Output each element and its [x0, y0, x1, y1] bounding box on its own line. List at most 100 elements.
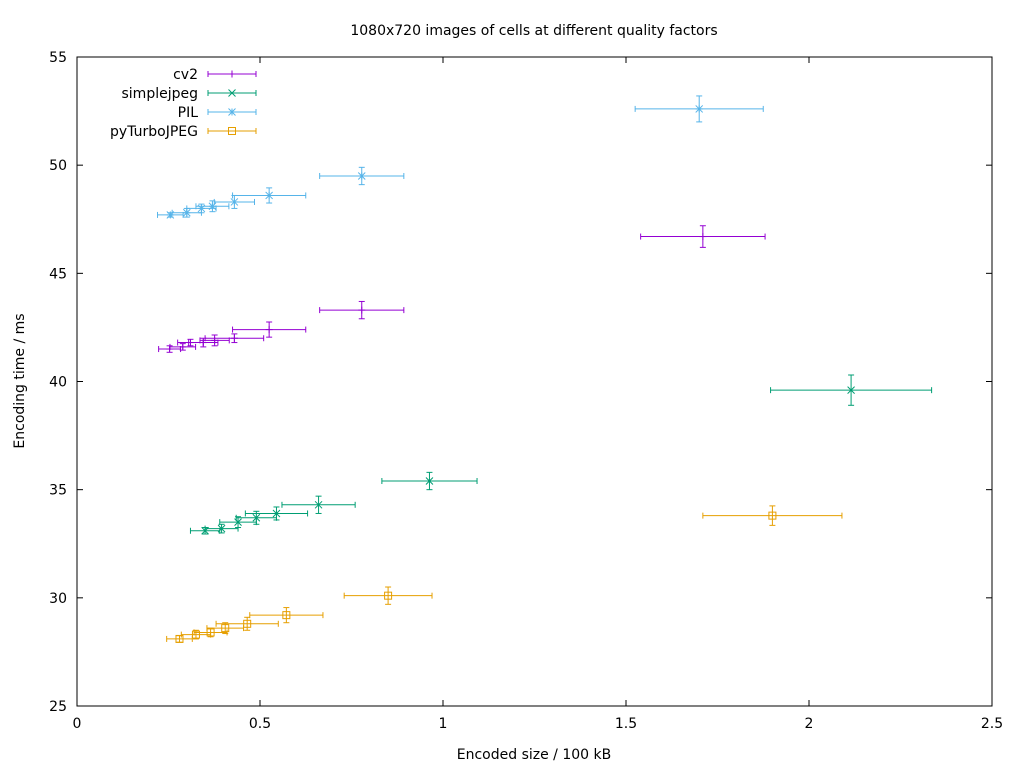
- point-marker: [282, 611, 291, 620]
- point-marker: [166, 211, 175, 219]
- point-marker: [179, 343, 187, 351]
- marker-stroke: [230, 198, 239, 206]
- y-axis-title: Encoding time / ms: [12, 313, 28, 448]
- chart-title: 1080x720 images of cells at different qu…: [350, 23, 717, 39]
- series-cv2: [158, 225, 766, 353]
- data-point: [199, 334, 230, 347]
- point-marker: [243, 619, 252, 628]
- series-pil: [157, 95, 764, 219]
- legend-entry-pil: PIL: [178, 105, 257, 121]
- data-point: [204, 333, 265, 344]
- data-point: [319, 300, 405, 320]
- data-point: [281, 495, 356, 514]
- marker-stroke: [357, 172, 366, 180]
- axes: 0 0.5 1 1.5 2 2.5 25 30 35 40 45 50 55: [49, 50, 1003, 732]
- point-marker: [234, 518, 242, 526]
- y-tick-label: 40: [49, 375, 67, 391]
- marker-square: [243, 619, 252, 628]
- point-marker: [228, 127, 236, 135]
- point-marker: [191, 630, 200, 639]
- point-marker: [252, 513, 261, 522]
- point-marker: [206, 628, 215, 637]
- marker-stroke: [265, 191, 274, 200]
- x-tick-label: 2: [805, 716, 814, 732]
- y-tick-label: 50: [49, 158, 67, 174]
- point-marker: [272, 509, 281, 518]
- data-point: [232, 321, 307, 338]
- x-tick-label: 1: [439, 716, 448, 732]
- data-point: [206, 622, 245, 635]
- data-point: [770, 374, 933, 406]
- data-point: [169, 343, 197, 351]
- data-point: [204, 523, 239, 534]
- x-tick-label: 2.5: [981, 716, 1003, 732]
- data-point: [343, 586, 433, 605]
- marker-square: [175, 634, 184, 643]
- point-marker: [208, 202, 217, 211]
- point-marker: [847, 386, 855, 395]
- marker-square: [221, 624, 230, 633]
- legend: cv2 simplejpeg PIL pyTurboJPEG: [110, 67, 257, 140]
- legend-label: cv2: [173, 67, 198, 83]
- data-point: [180, 629, 212, 640]
- marker-stroke: [847, 386, 855, 395]
- point-marker: [230, 334, 238, 342]
- data-point: [232, 187, 307, 204]
- marker-stroke: [234, 518, 242, 526]
- marker-stroke: [252, 513, 261, 522]
- x-axis-title: Encoded size / 100 kB: [457, 747, 611, 763]
- marker-stroke: [695, 105, 704, 113]
- point-marker: [221, 624, 230, 633]
- data-point: [193, 627, 228, 638]
- marker-square: [384, 591, 393, 600]
- marker-stroke: [208, 202, 217, 211]
- point-marker: [228, 70, 236, 78]
- y-tick-label: 25: [49, 699, 67, 715]
- data-point: [702, 505, 843, 526]
- marker-stroke: [217, 524, 226, 533]
- point-marker: [314, 500, 323, 509]
- data-series: [157, 95, 933, 643]
- point-marker: [228, 89, 236, 97]
- marker-stroke: [228, 89, 236, 97]
- marker-stroke: [425, 477, 434, 485]
- legend-label: simplejpeg: [122, 86, 199, 102]
- point-marker: [384, 591, 393, 600]
- point-marker: [265, 326, 273, 334]
- data-point: [381, 471, 478, 491]
- point-marker: [182, 208, 191, 217]
- data-point: [249, 607, 324, 624]
- marker-square: [768, 511, 777, 520]
- point-marker: [768, 511, 777, 520]
- y-tick-label: 45: [49, 266, 67, 282]
- marker-stroke: [182, 208, 191, 217]
- point-marker: [175, 634, 184, 643]
- legend-entry-pyturbojpeg: pyTurboJPEG: [110, 124, 257, 140]
- data-point: [244, 506, 309, 521]
- point-marker: [699, 233, 707, 241]
- plot-area: [76, 56, 993, 707]
- x-tick-label: 0.5: [249, 716, 271, 732]
- y-tick-label: 35: [49, 483, 67, 499]
- data-point: [219, 516, 257, 529]
- legend-entry-cv2: cv2: [173, 67, 257, 83]
- data-point: [166, 634, 193, 643]
- legend-label: PIL: [178, 105, 199, 121]
- y-tick-label: 30: [49, 591, 67, 607]
- series-pyturbojpeg: [166, 505, 843, 643]
- legend-entry-simplejpeg: simplejpeg: [122, 86, 257, 102]
- series-simplejpeg: [189, 374, 933, 535]
- marker-stroke: [314, 500, 323, 509]
- data-point: [634, 95, 764, 123]
- point-marker: [695, 105, 704, 113]
- point-marker: [230, 198, 239, 206]
- x-tick-label: 1.5: [615, 716, 637, 732]
- point-marker: [358, 306, 366, 314]
- marker-square: [206, 628, 215, 637]
- marker-stroke: [228, 108, 236, 116]
- marker-square: [228, 127, 236, 135]
- point-marker: [265, 191, 274, 200]
- legend-label: pyTurboJPEG: [110, 124, 198, 140]
- data-point: [319, 166, 405, 186]
